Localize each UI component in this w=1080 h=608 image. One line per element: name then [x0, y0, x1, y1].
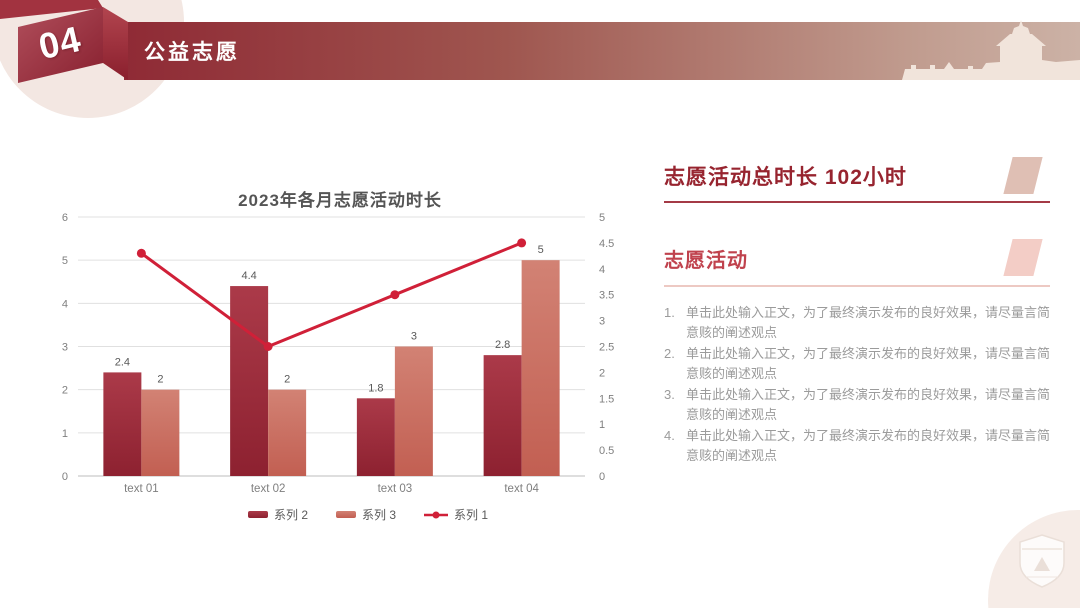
bar-value-label: 2.8 — [495, 339, 510, 351]
x-axis-category-label: text 04 — [504, 483, 539, 495]
bar-series2 — [103, 372, 142, 476]
list-item-number: 2. — [664, 346, 675, 361]
bar-series3 — [268, 389, 307, 476]
left-axis-tick-label: 6 — [62, 212, 68, 224]
legend-label: 系列 2 — [274, 508, 308, 522]
right-axis-tick-label: 4 — [599, 264, 605, 276]
bullet-list: 1. 单击此处输入正文，为了最终演示发布的良好效果，请尽量言简意赅的阐述观点 2… — [664, 303, 1056, 467]
bar-value-label: 4.4 — [241, 270, 256, 282]
legend-label: 系列 3 — [362, 508, 396, 522]
line-point — [517, 238, 527, 248]
line-point — [390, 290, 400, 300]
header-ribbon — [0, 0, 1080, 118]
combo-chart: 0 1 2 3 4 5 6 0 0.5 1 1.5 2 2.5 3 3.5 4 4.5 5 2.4 2 text 01 4… — [62, 212, 614, 522]
line-point — [136, 248, 146, 258]
right-axis-tick-label: 4.5 — [599, 238, 614, 250]
right-axis-tick-label: 1.5 — [599, 393, 614, 405]
left-axis-tick-label: 4 — [62, 298, 68, 310]
bar-value-label: 5 — [538, 244, 544, 256]
list-item-number: 1. — [664, 305, 675, 320]
x-axis-category-label: text 01 — [124, 483, 159, 495]
bar-series3 — [141, 389, 180, 476]
list-item-text: 单击此处输入正文，为了最终演示发布的良好效果，请尽量言简意赅的阐述观点 — [686, 428, 1051, 463]
ribbon-top-strip — [0, 0, 103, 19]
page-title: 公益志愿 — [144, 41, 240, 64]
ribbon-fold — [103, 7, 128, 80]
legend-label: 系列 1 — [454, 508, 488, 522]
left-axis-tick-label: 3 — [62, 342, 68, 354]
x-axis-category-label: text 02 — [251, 483, 286, 495]
total-hours-headline: 志愿活动总时长 102小时 — [664, 166, 907, 189]
legend-swatch — [336, 511, 356, 518]
accent-parallelogram — [1003, 157, 1043, 194]
bar-series3 — [521, 260, 560, 476]
right-axis-tick-label: 3 — [599, 316, 605, 328]
chart-title: 2023年各月志愿活动时长 — [238, 191, 442, 210]
accent-parallelogram — [1003, 239, 1043, 276]
university-crest-icon — [1019, 534, 1065, 588]
bar-series2 — [230, 286, 269, 476]
list-item: 3. 单击此处输入正文，为了最终演示发布的良好效果，请尽量言简意赅的阐述观点 — [664, 385, 1056, 425]
right-axis-tick-label: 5 — [599, 212, 605, 224]
left-axis-tick-label: 0 — [62, 471, 68, 483]
line-series1 — [139, 241, 524, 349]
right-axis-tick-label: 0.5 — [599, 445, 614, 457]
right-axis-tick-label: 2 — [599, 367, 605, 379]
right-axis-tick-label: 0 — [599, 471, 605, 483]
list-item-number: 3. — [664, 387, 675, 402]
bar-value-label: 3 — [411, 331, 417, 343]
list-item-number: 4. — [664, 428, 675, 443]
list-item: 2. 单击此处输入正文，为了最终演示发布的良好效果，请尽量言简意赅的阐述观点 — [664, 344, 1056, 384]
x-axis-category-label: text 03 — [378, 483, 413, 495]
line-point — [263, 342, 273, 351]
headline-divider — [664, 201, 1050, 203]
list-item: 4. 单击此处输入正文，为了最终演示发布的良好效果，请尽量言简意赅的阐述观点 — [664, 426, 1056, 466]
section-divider — [664, 285, 1050, 287]
bar-value-label: 2 — [157, 374, 163, 386]
legend-swatch — [248, 511, 268, 518]
right-axis-tick-label: 3.5 — [599, 290, 614, 302]
left-axis-tick-label: 5 — [62, 255, 68, 267]
bar-series2 — [483, 355, 522, 476]
right-axis-tick-label: 2.5 — [599, 342, 614, 354]
list-item: 1. 单击此处输入正文，为了最终演示发布的良好效果，请尽量言简意赅的阐述观点 — [664, 303, 1056, 343]
bar-value-label: 2.4 — [115, 356, 130, 368]
right-axis-tick-label: 1 — [599, 419, 605, 431]
section-number-block — [18, 7, 103, 83]
corner-decoration — [988, 510, 1080, 608]
bar-value-label: 2 — [284, 374, 290, 386]
left-axis-tick-label: 1 — [62, 428, 68, 440]
city-skyline-silhouette-icon — [902, 20, 1080, 80]
list-item-text: 单击此处输入正文，为了最终演示发布的良好效果，请尽量言简意赅的阐述观点 — [686, 305, 1051, 340]
list-item-text: 单击此处输入正文，为了最终演示发布的良好效果，请尽量言简意赅的阐述观点 — [686, 387, 1051, 422]
left-axis-tick-label: 2 — [62, 385, 68, 397]
legend-line-marker — [432, 511, 440, 519]
activities-section-title: 志愿活动 — [664, 250, 748, 272]
list-item-text: 单击此处输入正文，为了最终演示发布的良好效果，请尽量言简意赅的阐述观点 — [686, 346, 1051, 381]
bar-series2 — [356, 398, 395, 476]
bar-series3 — [394, 346, 433, 476]
bar-value-label: 1.8 — [368, 382, 383, 394]
